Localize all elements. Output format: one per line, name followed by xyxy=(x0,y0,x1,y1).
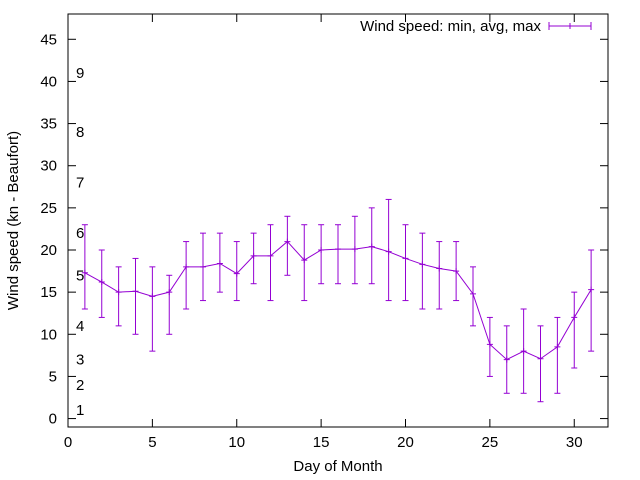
beaufort-label: 1 xyxy=(76,402,84,419)
data-point xyxy=(132,288,139,295)
beaufort-label: 7 xyxy=(76,175,84,192)
x-tick-label: 15 xyxy=(313,434,330,451)
x-tick-label: 20 xyxy=(397,434,414,451)
y-tick-label: 10 xyxy=(40,326,57,343)
beaufort-label: 9 xyxy=(76,65,84,82)
data-point xyxy=(385,248,392,255)
y-tick-label: 35 xyxy=(40,116,57,133)
legend-label: Wind speed: min, avg, max xyxy=(360,18,541,35)
data-point xyxy=(453,268,460,275)
beaufort-label: 3 xyxy=(76,352,84,369)
y-tick-label: 45 xyxy=(40,31,57,48)
beaufort-label: 6 xyxy=(76,225,84,242)
y-axis-title: Wind speed (kn - Beaufort) xyxy=(5,131,22,310)
y-tick-label: 5 xyxy=(49,368,57,385)
data-point xyxy=(351,246,358,253)
data-point xyxy=(267,252,274,259)
y-tick-label: 30 xyxy=(40,158,57,175)
data-point xyxy=(115,289,122,296)
y-tick-label: 15 xyxy=(40,284,57,301)
data-point xyxy=(402,255,409,262)
data-point xyxy=(301,257,308,264)
data-point xyxy=(149,293,156,300)
y-tick-label: 20 xyxy=(40,242,57,259)
data-point xyxy=(419,261,426,268)
data-point xyxy=(486,341,493,348)
y-tick-label: 0 xyxy=(49,411,57,428)
data-point xyxy=(81,269,88,276)
y-tick-label: 25 xyxy=(40,200,57,217)
data-point xyxy=(537,355,544,362)
x-axis-title: Day of Month xyxy=(293,458,382,475)
data-point xyxy=(335,246,341,253)
data-point xyxy=(183,263,190,270)
data-point xyxy=(284,238,291,245)
data-point xyxy=(520,348,527,355)
x-tick-label: 0 xyxy=(64,434,72,451)
data-point xyxy=(470,290,476,297)
beaufort-label: 2 xyxy=(76,377,84,394)
data-point xyxy=(588,286,595,293)
data-point xyxy=(200,263,206,270)
data-point xyxy=(503,356,510,363)
beaufort-label: 4 xyxy=(76,318,84,335)
beaufort-label: 5 xyxy=(76,267,84,284)
data-point xyxy=(233,270,240,277)
data-point xyxy=(368,243,375,250)
y-tick-label: 40 xyxy=(40,73,57,90)
data-point xyxy=(216,260,223,267)
data-point xyxy=(250,252,257,259)
data-point xyxy=(98,279,105,286)
x-tick-label: 30 xyxy=(566,434,583,451)
data-point xyxy=(436,265,443,272)
plot-frame xyxy=(67,13,609,428)
data-point xyxy=(318,247,325,253)
data-point xyxy=(571,314,578,321)
legend: Wind speed: min, avg, max xyxy=(360,18,592,35)
data-point xyxy=(166,289,173,296)
x-tick-label: 5 xyxy=(148,434,156,451)
x-tick-label: 10 xyxy=(228,434,245,451)
data-point xyxy=(554,343,561,350)
beaufort-labels: 1 2 3 4 5 6 7 8 9 xyxy=(76,65,84,419)
series-wind-speed xyxy=(81,198,595,403)
x-tick-label: 25 xyxy=(482,434,499,451)
beaufort-label: 8 xyxy=(76,124,84,141)
